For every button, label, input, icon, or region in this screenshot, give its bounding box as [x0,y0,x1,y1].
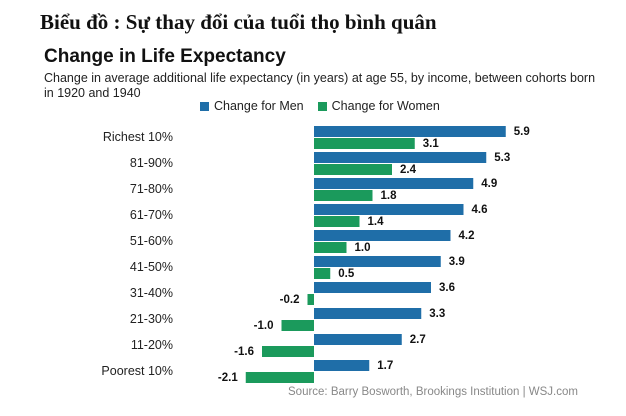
category-label: 71-80% [130,182,173,196]
bar-men [314,308,422,319]
bar-men [314,334,402,345]
chart-title: Change in Life Expectancy [44,46,286,67]
value-label-women: 1.4 [368,216,385,228]
legend-item-women: Change for Women [317,99,440,113]
value-label-men: 4.2 [459,230,475,242]
bar-women [307,294,314,305]
legend-swatch-men [200,101,209,111]
bar-women [281,320,314,331]
value-label-men: 1.7 [377,360,393,372]
value-label-men: 3.3 [429,308,445,320]
bar-men [314,126,506,137]
chart-subtitle: Change in average additional life expect… [44,71,596,100]
category-label: 51-60% [130,234,173,248]
bar-men [314,256,441,267]
bar-men [314,230,451,241]
value-label-women: -1.6 [234,346,254,358]
category-label: 31-40% [130,286,173,300]
category-label: 81-90% [130,156,173,170]
value-label-women: -0.2 [280,294,300,306]
bar-men [314,204,464,215]
bar-women [314,138,415,149]
value-label-men: 5.3 [494,152,510,164]
category-label: Richest 10% [103,130,173,144]
chart-source: Source: Barry Bosworth, Brookings Instit… [288,386,578,398]
category-label: 21-30% [130,312,173,326]
value-label-women: -1.0 [254,320,274,332]
value-label-men: 4.6 [472,204,488,216]
legend-label-women: Change for Women [331,99,440,113]
legend-item-men: Change for Men [200,99,304,113]
bar-women [314,268,331,279]
value-label-women: -2.1 [218,372,238,384]
bar-women [314,164,392,175]
value-label-women: 0.5 [338,268,355,280]
value-label-men: 3.6 [439,282,455,294]
value-label-men: 5.9 [514,126,530,138]
category-label: 11-20% [131,338,173,352]
value-label-men: 4.9 [481,178,497,190]
chart-legend: Change for Men Change for Women [200,99,440,113]
legend-label-men: Change for Men [214,99,304,113]
bar-women [314,242,347,253]
category-label: 41-50% [130,260,173,274]
bar-men [314,282,431,293]
value-label-women: 1.0 [355,242,371,254]
legend-swatch-women [317,101,327,111]
category-label: Poorest 10% [101,364,173,378]
bar-women [314,216,360,227]
value-label-men: 2.7 [410,334,426,346]
bar-women [262,346,314,357]
bar-men [314,360,370,371]
page-caption: Biểu đồ : Sự thay đổi của tuổi thọ bình … [40,10,437,34]
value-label-men: 3.9 [449,256,465,268]
bar-men [314,178,474,189]
category-label: 61-70% [130,208,173,222]
bar-women [245,372,314,383]
bar-men [314,152,487,163]
bar-women [314,190,373,201]
value-label-women: 3.1 [423,138,440,150]
value-label-women: 1.8 [381,190,398,202]
value-label-women: 2.4 [400,164,417,176]
